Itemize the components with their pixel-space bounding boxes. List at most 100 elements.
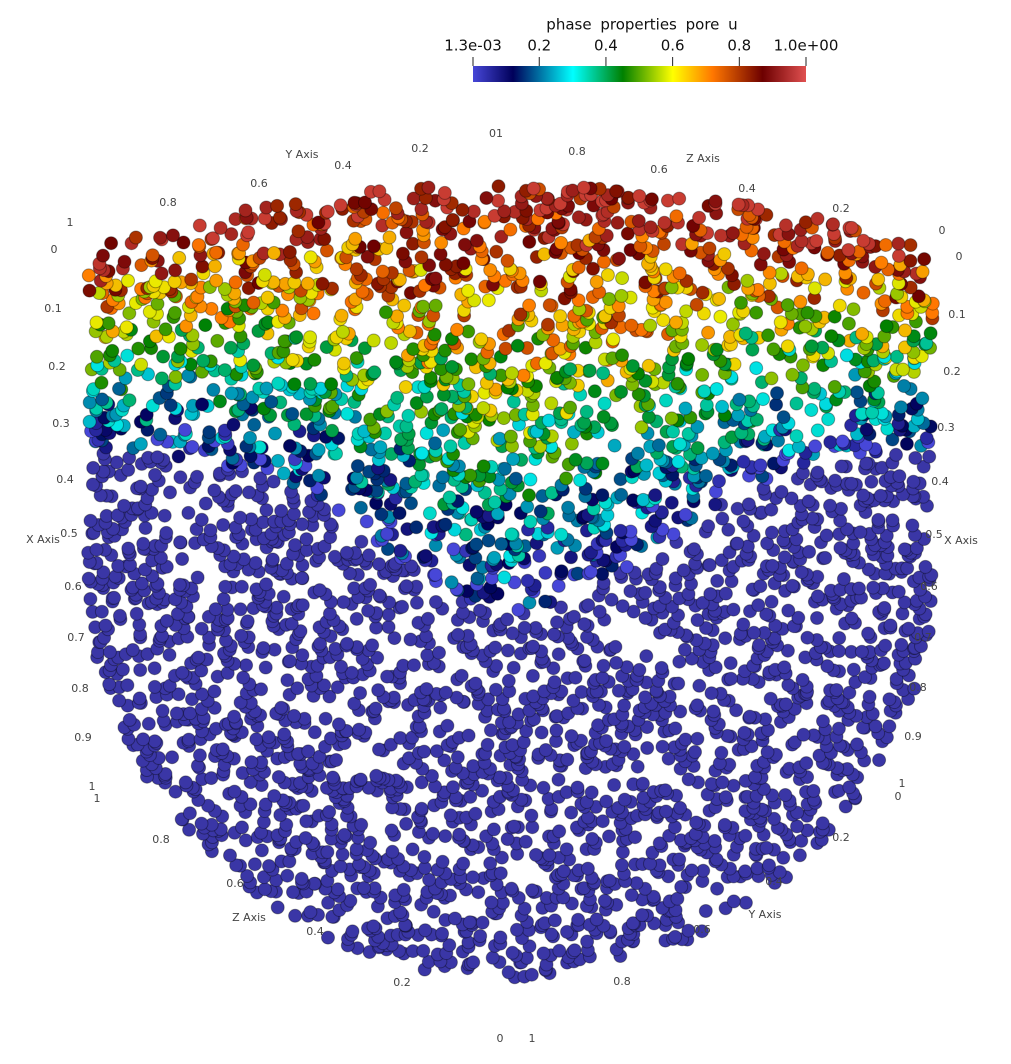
particle bbox=[414, 801, 429, 816]
particle bbox=[207, 259, 222, 274]
particle bbox=[718, 790, 733, 805]
particle bbox=[604, 592, 619, 607]
particle bbox=[774, 484, 789, 499]
particle bbox=[767, 811, 782, 826]
particle bbox=[384, 336, 399, 350]
particle bbox=[101, 316, 116, 331]
particle bbox=[820, 245, 835, 260]
particle bbox=[175, 552, 190, 566]
particle bbox=[592, 604, 607, 619]
particle bbox=[834, 459, 849, 474]
particle bbox=[800, 630, 815, 645]
particle bbox=[681, 772, 696, 787]
particle bbox=[433, 700, 448, 715]
particle bbox=[446, 780, 460, 795]
particle bbox=[796, 727, 811, 742]
particle bbox=[325, 423, 340, 438]
particle bbox=[136, 536, 151, 551]
axis-label: 0.4 bbox=[306, 925, 324, 938]
particle bbox=[736, 514, 751, 529]
particle bbox=[689, 297, 704, 312]
particle bbox=[228, 275, 243, 290]
particle bbox=[517, 620, 532, 635]
particle bbox=[248, 555, 263, 570]
particle bbox=[271, 453, 285, 468]
particle bbox=[440, 718, 455, 733]
particle-cloud bbox=[81, 179, 940, 985]
particle bbox=[203, 523, 218, 538]
particle bbox=[563, 362, 578, 377]
particle bbox=[337, 827, 352, 842]
particle bbox=[829, 683, 844, 697]
particle bbox=[701, 325, 716, 340]
particle bbox=[607, 778, 622, 792]
particle bbox=[173, 341, 188, 356]
particle bbox=[810, 611, 824, 625]
particle bbox=[517, 901, 532, 916]
particle bbox=[347, 696, 362, 711]
particle bbox=[372, 184, 387, 199]
particle bbox=[270, 900, 285, 915]
particle bbox=[525, 883, 540, 898]
particle bbox=[732, 392, 747, 407]
particle bbox=[422, 506, 437, 521]
particle bbox=[409, 595, 424, 610]
particle bbox=[157, 508, 172, 523]
particle bbox=[690, 731, 705, 746]
particle bbox=[322, 804, 337, 819]
particle bbox=[508, 471, 523, 486]
particle bbox=[689, 815, 704, 830]
particle bbox=[766, 342, 781, 357]
particle bbox=[209, 245, 224, 260]
particle bbox=[492, 431, 507, 446]
particle bbox=[595, 814, 610, 829]
particle bbox=[235, 820, 249, 835]
particle bbox=[764, 371, 779, 386]
particle bbox=[502, 715, 517, 730]
particle bbox=[891, 236, 906, 251]
particle bbox=[764, 525, 779, 540]
axis-label: 0.1 bbox=[44, 302, 62, 315]
particle bbox=[617, 739, 632, 754]
particle bbox=[405, 842, 420, 857]
axis-label: 0.8 bbox=[71, 682, 89, 695]
particle bbox=[298, 831, 313, 845]
particle bbox=[229, 858, 244, 873]
particle bbox=[233, 695, 248, 710]
particle bbox=[500, 612, 515, 627]
particle bbox=[871, 512, 886, 527]
particle bbox=[183, 706, 197, 721]
particle bbox=[227, 784, 242, 799]
particle bbox=[764, 594, 779, 609]
particle bbox=[615, 348, 630, 363]
particle bbox=[288, 538, 302, 552]
particle bbox=[166, 228, 180, 243]
particle bbox=[112, 693, 127, 708]
axis-label: 0.5 bbox=[60, 527, 78, 540]
particle bbox=[776, 410, 791, 425]
particle bbox=[589, 274, 604, 289]
particle bbox=[181, 505, 196, 520]
axis-label: 0 bbox=[895, 790, 902, 803]
particle bbox=[480, 737, 495, 752]
particle bbox=[542, 298, 557, 313]
particle bbox=[438, 517, 453, 532]
particle bbox=[699, 398, 714, 413]
particle bbox=[553, 309, 568, 324]
particle bbox=[483, 856, 498, 871]
particle bbox=[121, 462, 136, 477]
particle bbox=[554, 235, 568, 250]
axis-label: 0.2 bbox=[48, 360, 66, 373]
particle bbox=[591, 718, 605, 733]
particle bbox=[809, 234, 824, 248]
particle bbox=[336, 595, 351, 610]
particle bbox=[444, 575, 459, 590]
particle bbox=[567, 609, 581, 624]
particle bbox=[657, 215, 672, 230]
particle bbox=[233, 602, 248, 617]
particle bbox=[474, 332, 489, 347]
particle bbox=[445, 359, 459, 374]
particle bbox=[353, 772, 368, 787]
particle bbox=[261, 730, 276, 745]
particle bbox=[897, 542, 912, 557]
